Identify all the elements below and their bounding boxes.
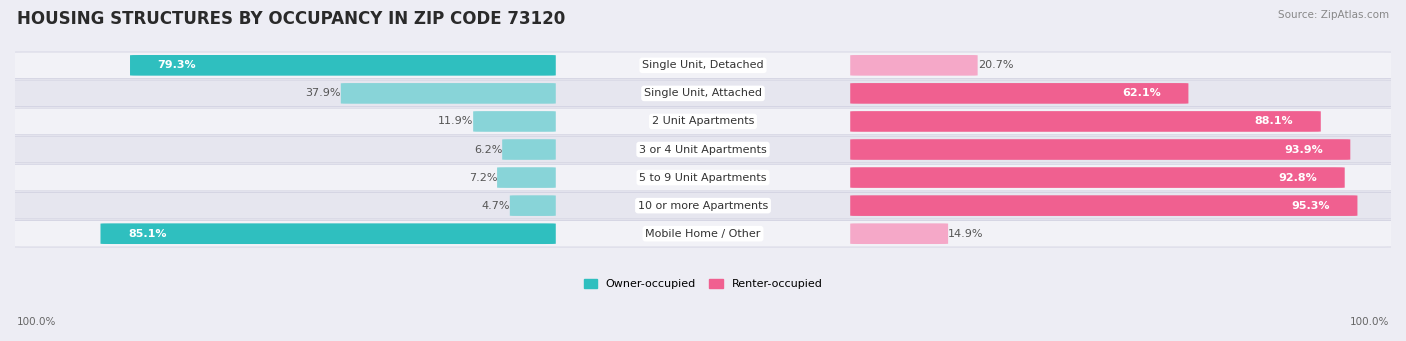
Text: 20.7%: 20.7% bbox=[977, 60, 1014, 70]
FancyBboxPatch shape bbox=[851, 195, 1357, 216]
FancyBboxPatch shape bbox=[502, 139, 555, 160]
FancyBboxPatch shape bbox=[340, 83, 555, 104]
Text: 95.3%: 95.3% bbox=[1292, 201, 1330, 211]
Text: 10 or more Apartments: 10 or more Apartments bbox=[638, 201, 768, 211]
Text: 37.9%: 37.9% bbox=[305, 88, 340, 99]
FancyBboxPatch shape bbox=[1, 220, 1405, 247]
FancyBboxPatch shape bbox=[1, 52, 1405, 79]
FancyBboxPatch shape bbox=[510, 195, 555, 216]
Text: 100.0%: 100.0% bbox=[17, 317, 56, 327]
Text: 62.1%: 62.1% bbox=[1122, 88, 1161, 99]
Text: 85.1%: 85.1% bbox=[128, 229, 166, 239]
Text: 93.9%: 93.9% bbox=[1284, 145, 1323, 154]
Text: 4.7%: 4.7% bbox=[481, 201, 510, 211]
FancyBboxPatch shape bbox=[851, 111, 1320, 132]
Text: 14.9%: 14.9% bbox=[948, 229, 984, 239]
FancyBboxPatch shape bbox=[1, 80, 1405, 107]
Text: 11.9%: 11.9% bbox=[437, 116, 474, 127]
Text: Single Unit, Attached: Single Unit, Attached bbox=[644, 88, 762, 99]
Text: 88.1%: 88.1% bbox=[1254, 116, 1294, 127]
FancyBboxPatch shape bbox=[851, 83, 1188, 104]
FancyBboxPatch shape bbox=[851, 167, 1344, 188]
FancyBboxPatch shape bbox=[474, 111, 555, 132]
FancyBboxPatch shape bbox=[498, 167, 555, 188]
Text: HOUSING STRUCTURES BY OCCUPANCY IN ZIP CODE 73120: HOUSING STRUCTURES BY OCCUPANCY IN ZIP C… bbox=[17, 10, 565, 28]
Text: 6.2%: 6.2% bbox=[474, 145, 502, 154]
FancyBboxPatch shape bbox=[1, 192, 1405, 219]
FancyBboxPatch shape bbox=[129, 55, 555, 76]
Text: 7.2%: 7.2% bbox=[468, 173, 498, 182]
Text: 100.0%: 100.0% bbox=[1350, 317, 1389, 327]
Text: 5 to 9 Unit Apartments: 5 to 9 Unit Apartments bbox=[640, 173, 766, 182]
Text: 3 or 4 Unit Apartments: 3 or 4 Unit Apartments bbox=[640, 145, 766, 154]
FancyBboxPatch shape bbox=[851, 139, 1350, 160]
FancyBboxPatch shape bbox=[1, 108, 1405, 135]
FancyBboxPatch shape bbox=[851, 223, 948, 244]
Legend: Owner-occupied, Renter-occupied: Owner-occupied, Renter-occupied bbox=[579, 274, 827, 294]
FancyBboxPatch shape bbox=[100, 223, 555, 244]
FancyBboxPatch shape bbox=[851, 55, 977, 76]
Text: Single Unit, Detached: Single Unit, Detached bbox=[643, 60, 763, 70]
Text: 92.8%: 92.8% bbox=[1278, 173, 1317, 182]
Text: 2 Unit Apartments: 2 Unit Apartments bbox=[652, 116, 754, 127]
FancyBboxPatch shape bbox=[1, 164, 1405, 191]
Text: Mobile Home / Other: Mobile Home / Other bbox=[645, 229, 761, 239]
Text: 79.3%: 79.3% bbox=[157, 60, 197, 70]
Text: Source: ZipAtlas.com: Source: ZipAtlas.com bbox=[1278, 10, 1389, 20]
FancyBboxPatch shape bbox=[1, 136, 1405, 163]
